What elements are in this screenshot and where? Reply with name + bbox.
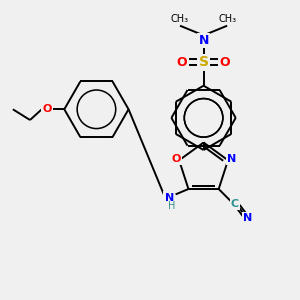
Text: CH₃: CH₃ (171, 14, 189, 24)
Text: N: N (226, 154, 236, 164)
Text: S: S (199, 55, 208, 69)
Text: O: O (43, 104, 52, 114)
Text: N: N (164, 193, 174, 202)
Text: H: H (168, 201, 175, 211)
Text: O: O (220, 56, 230, 69)
Text: N: N (243, 213, 252, 223)
Text: O: O (171, 154, 181, 164)
Text: O: O (177, 56, 188, 69)
Text: C: C (231, 199, 239, 209)
Text: CH₃: CH₃ (218, 14, 236, 24)
Text: N: N (198, 34, 209, 47)
